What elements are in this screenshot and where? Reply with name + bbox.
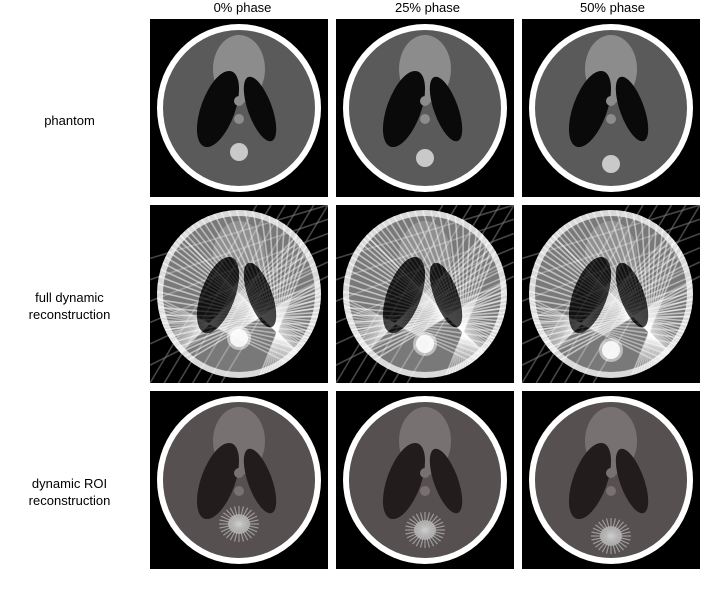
- cell-full-50: [522, 205, 700, 383]
- row-label-full: full dynamic reconstruction: [0, 214, 145, 400]
- cell-phantom-25: [336, 19, 514, 197]
- col-header-25: 25% phase: [339, 0, 517, 15]
- row-roi: [150, 391, 705, 569]
- cell-roi-0: [150, 391, 328, 569]
- row-label-phantom: phantom: [0, 28, 145, 214]
- row-phantom: [150, 19, 705, 197]
- row-label-roi: dynamic ROI reconstruction: [0, 400, 145, 586]
- row-full: [150, 205, 705, 383]
- col-header-50: 50% phase: [524, 0, 702, 15]
- column-headers: 0% phase 25% phase 50% phase: [150, 0, 705, 15]
- cell-phantom-50: [522, 19, 700, 197]
- cell-roi-50: [522, 391, 700, 569]
- row-labels: phantom full dynamic reconstruction dyna…: [0, 28, 145, 586]
- figure-grid: 0% phase 25% phase 50% phase: [150, 0, 705, 577]
- cell-phantom-0: [150, 19, 328, 197]
- col-header-0: 0% phase: [154, 0, 332, 15]
- cell-full-0: [150, 205, 328, 383]
- cell-full-25: [336, 205, 514, 383]
- cell-roi-25: [336, 391, 514, 569]
